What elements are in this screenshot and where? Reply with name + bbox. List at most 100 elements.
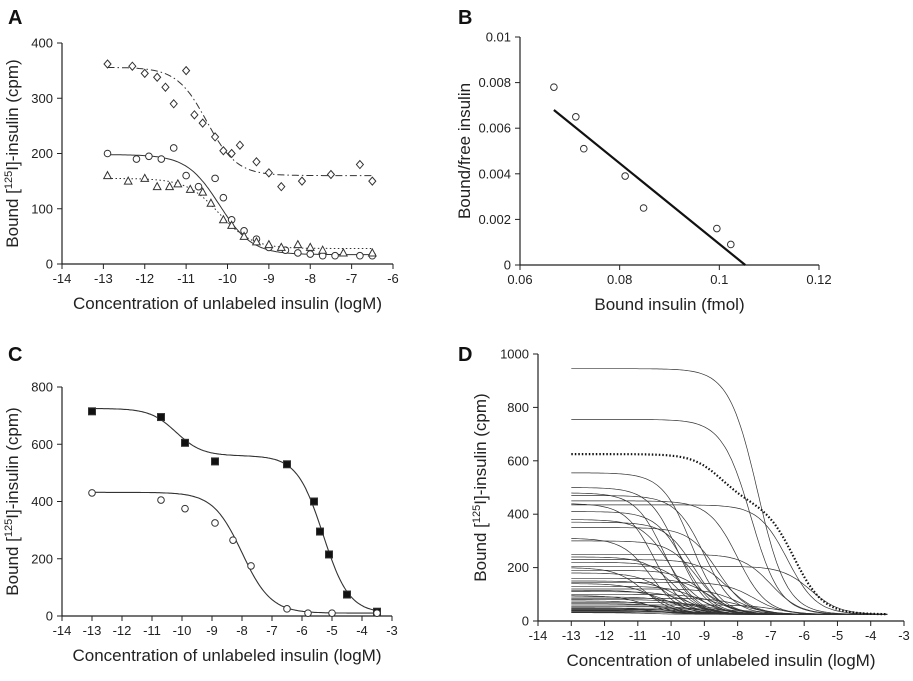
- panel-d-x-tick-label: -13: [562, 628, 581, 643]
- panel-c-fit-curve-2: [92, 491, 377, 614]
- panel-d-curve: [571, 565, 888, 615]
- panel-b-y-tick-label: 0: [504, 258, 511, 273]
- panel-a-fit-curve-3: [107, 177, 373, 249]
- panel-a-point: [305, 242, 315, 251]
- panel-a-point: [173, 178, 183, 188]
- panel-d-curve: [571, 569, 888, 615]
- panel-a-point: [355, 159, 365, 170]
- panel-d-y-axis-title: Bound [125I]-insulin (cpm): [471, 393, 490, 581]
- panel-c-x-tick-label: -14: [53, 623, 72, 638]
- panel-d-curve: [571, 540, 888, 615]
- panel-a-point: [190, 110, 199, 120]
- panel-d: D -14 -13 -12 -11 -10 -9 -8 -7 -6 -5 -4 -3 0 200 400 60…: [458, 344, 910, 670]
- panel-a-point: [277, 181, 286, 192]
- panel-a-point: [152, 181, 162, 191]
- panel-d-letter: D: [458, 344, 472, 366]
- panel-a-x-tick-label: -9: [263, 271, 275, 286]
- panel-d-curve: [571, 472, 888, 615]
- panel-a-point: [103, 59, 112, 69]
- panel-c-point: [328, 609, 336, 617]
- panel-d-curve: [571, 419, 888, 615]
- panel-b-y-tick-label: 0.002: [478, 212, 511, 227]
- panel-c-x-tick-label: -7: [266, 623, 278, 638]
- panel-a-point: [132, 155, 141, 163]
- panel-c-x-tick-label: -4: [356, 623, 368, 638]
- panel-a-point: [318, 245, 328, 254]
- panel-a-x-tick-label: -7: [346, 271, 358, 286]
- panel-a-y-axis-title: Bound [125I]-insulin (cpm): [3, 59, 22, 247]
- panel-d-x-tick-label: -11: [629, 628, 647, 643]
- panel-c-letter: C: [8, 344, 22, 366]
- panel-a-point: [140, 68, 149, 79]
- panel-c-point: [157, 413, 165, 422]
- panel-b-y-tick-label: 0.004: [478, 166, 511, 181]
- panel-b-y-axis-title: Bound/free insulin: [455, 83, 474, 219]
- panel-c-fit-curve-1: [91, 407, 378, 612]
- panel-c-point: [247, 562, 255, 570]
- panel-c-point: [157, 496, 165, 504]
- panel-d-x-tick-label: -10: [662, 628, 681, 643]
- panel-c-y-axis-title: Bound [125I]-insulin (cpm): [3, 407, 22, 595]
- panel-b-point: [572, 113, 580, 121]
- panel-b-x-tick-label: 0.1: [710, 272, 728, 287]
- panel-a-point: [198, 187, 208, 196]
- panel-a-letter: A: [8, 7, 22, 29]
- panel-c-point: [229, 536, 237, 544]
- panel-a-point: [239, 231, 249, 240]
- panel-b-letter: B: [458, 7, 472, 29]
- panel-d-x-tick-label: -8: [732, 628, 744, 643]
- panel-c-point: [373, 609, 381, 617]
- panel-c-x-tick-label: -8: [236, 623, 248, 638]
- panel-a-point: [293, 239, 303, 249]
- panel-b-x-tick-label: 0.12: [806, 272, 831, 287]
- panel-d-x-axis-title: Concentration of unlabeled insulin (logM…: [566, 651, 875, 670]
- panel-a-x-tick-label: -10: [218, 271, 237, 286]
- panel-d-curve: [571, 538, 888, 615]
- panel-a-point: [219, 193, 228, 202]
- panel-a-point: [102, 170, 113, 180]
- panel-a-point: [276, 242, 286, 251]
- panel-b-y-tick-label: 0.008: [478, 75, 511, 90]
- panel-d-curve: [571, 504, 888, 615]
- panel-a-x-tick-label: -13: [94, 271, 113, 286]
- panel-a-point: [152, 72, 162, 83]
- panel-c-point: [316, 527, 324, 536]
- panel-c-point: [181, 438, 189, 447]
- panel-d-y-tick-label: 400: [507, 507, 529, 522]
- panel-a-point: [164, 181, 175, 191]
- panel-d-x-tick-label: -7: [765, 628, 777, 643]
- panel-b: B 0.06 0.08 0.1 0.12 0 0.002 0.004 0.006 0.008 0.…: [455, 7, 832, 314]
- panel-c-point: [211, 519, 219, 527]
- panel-a-point: [169, 99, 178, 109]
- panel-c-y-tick-label: 0: [46, 609, 53, 624]
- panel-a-x-tick-label: -8: [304, 271, 316, 286]
- panel-a-x-tick-label: -6: [387, 271, 399, 286]
- panel-c-point: [304, 609, 312, 617]
- panel-b-point: [713, 224, 721, 233]
- panel-a-point: [157, 155, 166, 163]
- panel-a-x-axis-title: Concentration of unlabeled insulin (logM…: [73, 294, 382, 313]
- panel-a-point: [294, 249, 302, 257]
- panel-a-x-tick-label: -11: [177, 271, 195, 286]
- panel-a-point: [306, 250, 315, 258]
- panel-c-point: [88, 489, 96, 497]
- panel-a-point: [252, 157, 261, 167]
- panel-d-x-tick-label: -5: [832, 628, 844, 643]
- panel-d-y-tick-label: 200: [507, 560, 529, 575]
- panel-d-x-tick-label: -3: [898, 628, 910, 643]
- panel-c-point: [88, 407, 96, 416]
- panel-c-x-axis-title: Concentration of unlabeled insulin (logM…: [72, 646, 381, 665]
- panel-b-fit-line: [553, 109, 746, 266]
- panel-a-point: [194, 182, 203, 191]
- panel-c-x-tick-label: -10: [173, 623, 192, 638]
- panel-a-point: [331, 251, 339, 260]
- panel-a-point: [182, 171, 190, 180]
- panel-a-point: [218, 214, 229, 224]
- panel-d-x-tick-label: -14: [529, 628, 548, 643]
- panel-a-point: [103, 149, 112, 158]
- panel-d-y-tick-label: 800: [507, 400, 529, 415]
- panel-c-x-tick-label: -12: [113, 623, 132, 638]
- panel-a-point: [140, 173, 150, 182]
- panel-a: A -14 -13 -12 -11 -10 -9 -8 -7 -6 0 100 200 300 400 Co…: [3, 7, 399, 313]
